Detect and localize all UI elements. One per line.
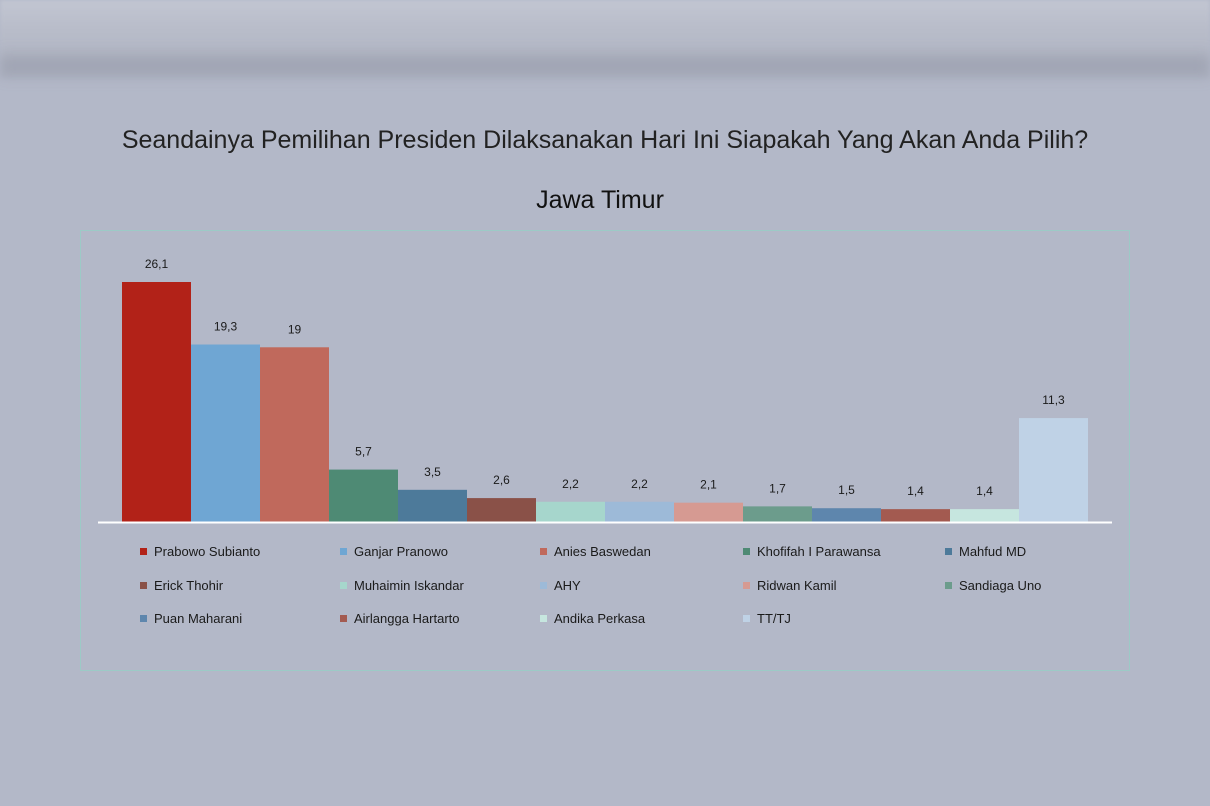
bar-mahfud-md xyxy=(398,489,467,522)
legend-item: Sandiaga Uno xyxy=(945,577,1041,593)
legend-swatch xyxy=(540,547,547,555)
legend-label: Prabowo Subianto xyxy=(154,543,261,559)
legend-item: Andika Perkasa xyxy=(540,610,645,626)
bar-airlangga-hartarto xyxy=(881,509,950,522)
legend-label: Andika Perkasa xyxy=(554,610,646,626)
legend-swatch xyxy=(945,581,952,589)
data-label: 3,5 xyxy=(424,465,441,479)
chart-title: Seandainya Pemilihan Presiden Dilaksanak… xyxy=(121,126,1089,154)
bars-group xyxy=(122,282,1088,522)
data-labels-group: 26,1 19,3 19 5,7 3,5 2,6 2,2 2,2 2,1 1,7 1,5 1,4 1,4… xyxy=(145,257,1065,498)
legend-swatch xyxy=(340,547,347,555)
bar-erick-thohir xyxy=(467,498,536,522)
bar-khofifah-i-parawansa xyxy=(329,469,398,522)
bar-anies-baswedan xyxy=(260,347,329,522)
bar-andika-perkasa xyxy=(950,509,1019,522)
data-label: 2,2 xyxy=(631,477,648,491)
data-label: 1,4 xyxy=(976,484,993,498)
data-label: 1,4 xyxy=(907,484,924,498)
legend-item: TT/TJ xyxy=(743,610,791,626)
data-label: 5,7 xyxy=(355,445,372,459)
legend-item: Anies Baswedan xyxy=(540,543,651,559)
bar-puan-maharani xyxy=(812,508,881,522)
data-label: 2,1 xyxy=(700,478,717,492)
legend-swatch xyxy=(140,614,147,622)
legend-label: Sandiaga Uno xyxy=(959,577,1042,593)
legend-label: Erick Thohir xyxy=(154,577,224,593)
legend-label: Anies Baswedan xyxy=(554,543,651,559)
bar-ganjar-pranowo xyxy=(191,344,260,522)
legend-swatch xyxy=(743,547,750,555)
data-label: 1,7 xyxy=(769,481,786,495)
bar-prabowo-subianto xyxy=(122,282,191,522)
legend-item: Ganjar Pranowo xyxy=(340,543,448,559)
data-label: 19 xyxy=(288,322,302,336)
chart-subtitle: Jawa Timur xyxy=(536,186,664,214)
legend-swatch xyxy=(743,614,750,622)
legend-label: Khofifah I Parawansa xyxy=(757,543,881,559)
legend-swatch xyxy=(540,614,547,622)
bar-sandiaga-uno xyxy=(743,506,812,522)
legend-item: AHY xyxy=(540,577,581,593)
legend-label: Mahfud MD xyxy=(959,543,1027,559)
legend-swatch xyxy=(140,581,147,589)
legend-item: Puan Maharani xyxy=(140,610,242,626)
data-label: 2,2 xyxy=(562,477,579,491)
data-label: 19,3 xyxy=(214,320,238,334)
legend-swatch xyxy=(340,614,347,622)
legend-swatch xyxy=(540,581,547,589)
bar-muhaimin-iskandar xyxy=(536,501,605,522)
legend-item: Khofifah I Parawansa xyxy=(743,543,881,559)
legend-swatch xyxy=(945,547,952,555)
chart-frame xyxy=(80,230,1130,671)
legend-swatch xyxy=(743,581,750,589)
legend-label: TT/TJ xyxy=(757,610,791,626)
legend-label: Ganjar Pranowo xyxy=(354,543,448,559)
legend-label: Ridwan Kamil xyxy=(757,577,837,593)
bar-ridwan-kamil xyxy=(674,502,743,522)
data-label: 26,1 xyxy=(145,257,169,271)
bar-ahy xyxy=(605,501,674,522)
legend-item: Erick Thohir xyxy=(140,577,223,593)
bar-tt-tj xyxy=(1019,418,1088,522)
legend-label: Puan Maharani xyxy=(154,610,243,626)
legend-label: AHY xyxy=(554,577,581,593)
legend-item: Airlangga Hartarto xyxy=(340,610,460,626)
legend-item: Mahfud MD xyxy=(945,543,1026,559)
data-label: 2,6 xyxy=(493,473,510,487)
data-label: 11,3 xyxy=(1042,393,1065,407)
top-shadow xyxy=(0,48,1210,82)
legend-item: Ridwan Kamil xyxy=(743,577,836,593)
legend-label: Muhaimin Iskandar xyxy=(354,577,464,593)
legend-swatch xyxy=(340,581,347,589)
legend-label: Airlangga Hartarto xyxy=(354,610,460,626)
data-label: 1,5 xyxy=(838,483,855,497)
legend-item: Muhaimin Iskandar xyxy=(340,577,464,593)
legend-swatch xyxy=(140,547,147,555)
legend-item: Prabowo Subianto xyxy=(140,543,260,559)
blurred-top-band xyxy=(0,0,1210,78)
